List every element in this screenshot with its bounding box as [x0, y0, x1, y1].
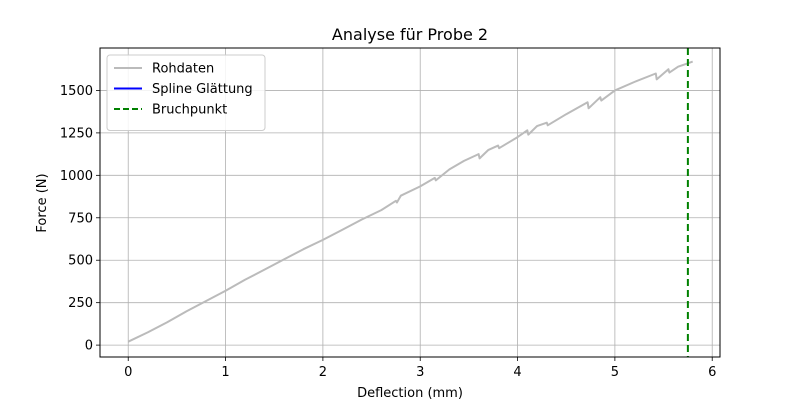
y-axis-label: Force (N)	[35, 173, 50, 232]
y-tick-label: 750	[68, 211, 93, 226]
ticks: 0 1 2 3 4 5 6 0 250 500 750 1000 1250 1500	[60, 84, 716, 380]
x-tick-label: 6	[708, 365, 716, 380]
x-tick-label: 2	[319, 365, 327, 380]
legend: Rohdaten Spline Glättung Bruchpunkt	[106, 54, 266, 131]
y-tick-label: 1250	[60, 126, 93, 141]
x-tick-label: 5	[611, 365, 619, 380]
x-tick-label: 3	[416, 365, 424, 380]
y-tick-label: 1500	[60, 84, 93, 99]
legend-label: Rohdaten	[152, 62, 214, 77]
series-layer	[127, 48, 694, 357]
x-axis-label: Deflection (mm)	[357, 386, 463, 400]
chart-title: Analyse für Probe 2	[332, 25, 488, 44]
y-tick-label: 1000	[60, 169, 93, 184]
x-tick-label: 4	[513, 365, 521, 380]
y-tick-label: 0	[85, 339, 93, 354]
series-line-rohdaten	[127, 60, 694, 343]
x-tick-label: 0	[124, 365, 132, 380]
plot-frame	[99, 47, 721, 358]
legend-box	[106, 54, 266, 131]
y-tick-label: 250	[68, 296, 93, 311]
legend-label: Spline Glättung	[152, 82, 253, 97]
x-tick-label: 1	[221, 365, 229, 380]
y-tick-label: 500	[68, 254, 93, 269]
legend-label: Bruchpunkt	[152, 103, 227, 118]
